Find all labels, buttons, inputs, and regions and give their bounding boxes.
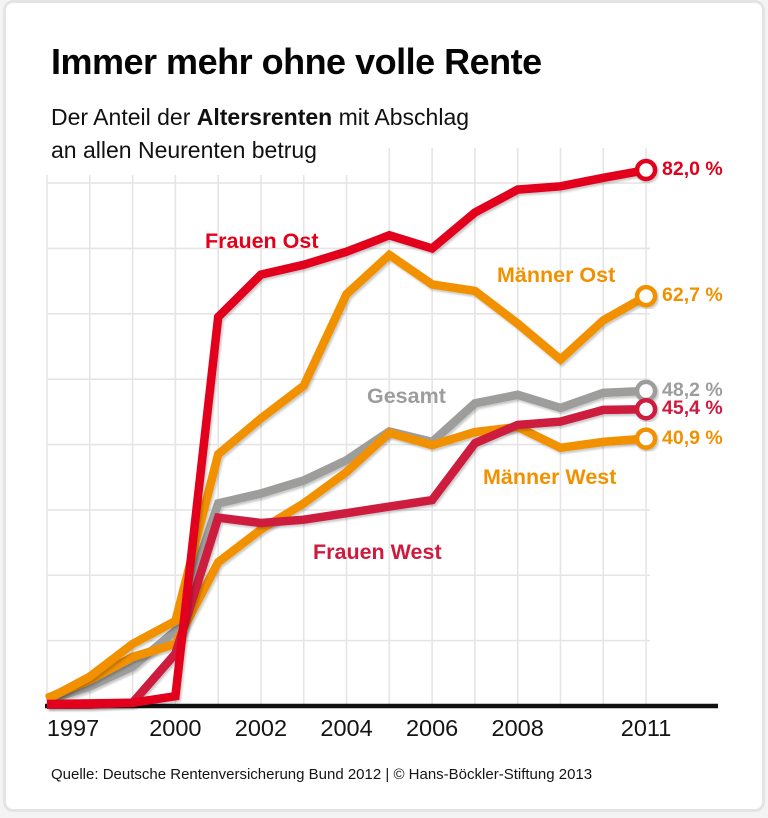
subtitle-bold-word: Altersrenten — [196, 104, 333, 130]
subtitle-line2: an allen Neurenten betrug — [51, 137, 317, 163]
data-series-lines — [44, 165, 649, 709]
series-label-frauen-ost: Frauen Ost — [205, 229, 319, 253]
x-tick-2004: 2004 — [320, 715, 373, 741]
x-tick-2000: 2000 — [149, 715, 202, 741]
x-tick-2008: 2008 — [491, 715, 544, 741]
end-point-markers — [634, 158, 658, 450]
infographic-card: Immer mehr ohne volle Rente Der Anteil d… — [3, 0, 765, 812]
value-label-maenner-ost: 62,7 % — [662, 284, 723, 307]
source-note: Quelle: Deutsche Rentenversicherung Bund… — [51, 766, 593, 783]
x-tick-2006: 2006 — [405, 715, 459, 741]
series-label-maenner-west: Männer West — [483, 465, 617, 489]
series-label-maenner-ost: Männer Ost — [497, 263, 616, 287]
value-label-maenner-west: 40,9 % — [662, 426, 723, 449]
chart-subtitle: Der Anteil der Altersrenten mit Abschlag… — [51, 101, 469, 167]
x-tick-2011: 2011 — [620, 715, 672, 741]
series-label-gesamt: Gesamt — [367, 384, 446, 408]
subtitle-text: Der Anteil der — [51, 104, 197, 130]
x-tick-1997: 1997 — [46, 715, 100, 741]
line-chart — [44, 148, 718, 709]
value-label-frauen-ost: 82,0 % — [662, 157, 723, 180]
subtitle-text-2: mit Abschlag — [332, 104, 470, 130]
series-label-frauen-west: Frauen West — [313, 540, 442, 564]
gridlines — [46, 148, 651, 706]
page-title: Immer mehr ohne volle Rente — [51, 41, 542, 82]
x-tick-2002: 2002 — [234, 715, 288, 741]
value-label-gesamt: 48,2 % — [662, 378, 723, 401]
value-label-frauen-west: 45,4 % — [662, 397, 723, 420]
